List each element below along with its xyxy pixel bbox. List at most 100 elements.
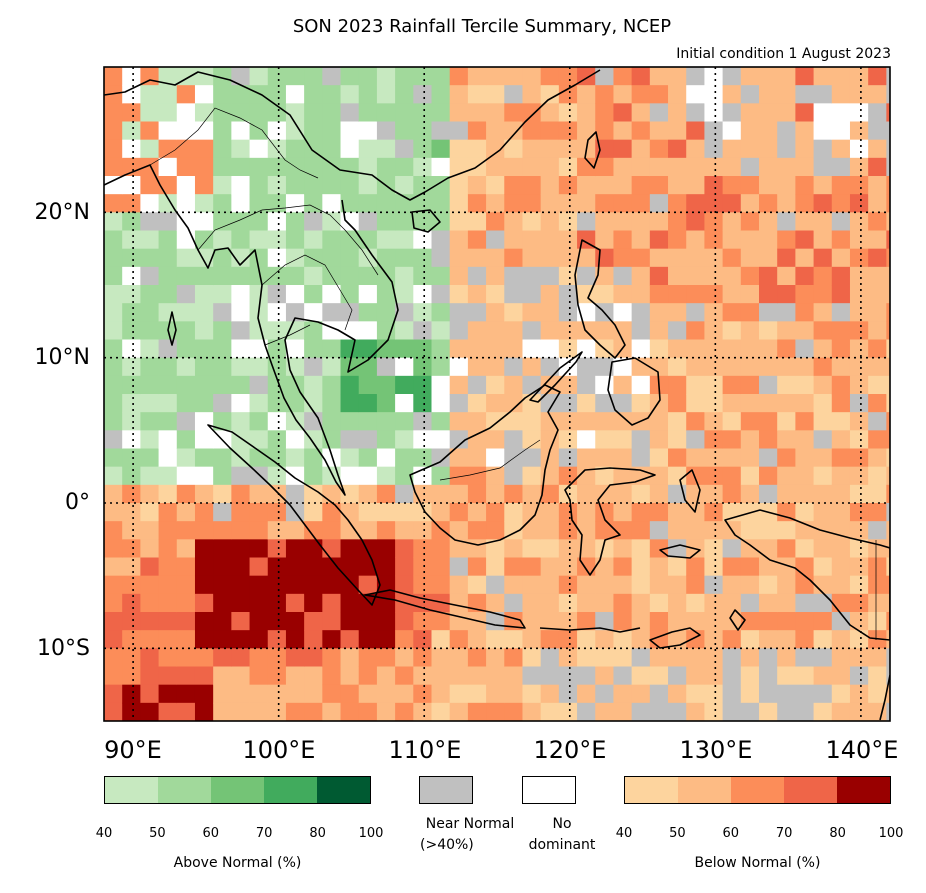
grid-cell <box>413 648 432 667</box>
grid-cell <box>759 285 778 304</box>
grid-cell <box>668 266 687 286</box>
grid-cell <box>504 339 523 359</box>
grid-cell <box>558 212 578 231</box>
grid-cell <box>486 466 505 486</box>
grid-cell <box>722 321 742 340</box>
grid-cell <box>540 176 560 195</box>
grid-cell <box>486 103 505 122</box>
grid-cell <box>849 503 869 522</box>
grid-cell <box>285 702 305 721</box>
grid-cell <box>140 648 160 667</box>
colorbar-segment <box>837 777 890 803</box>
grid-cell <box>158 539 178 558</box>
grid-cell <box>140 575 160 595</box>
grid-cell <box>176 521 196 540</box>
grid-cell <box>631 484 651 504</box>
grid-cell <box>759 557 778 577</box>
grid-cell <box>668 539 687 558</box>
grid-cell <box>577 648 596 667</box>
grid-cell <box>304 484 323 504</box>
grid-cell <box>686 157 705 177</box>
grid-cell <box>322 157 342 177</box>
grid-cell <box>486 121 505 141</box>
grid-cell <box>631 230 651 250</box>
grid-cell <box>777 521 796 540</box>
grid-cell <box>158 139 178 159</box>
colorbar-segment <box>678 777 731 803</box>
grid-cell <box>777 394 796 413</box>
grid-cell <box>649 157 669 177</box>
grid-cell <box>595 121 614 141</box>
grid-cell <box>213 339 232 359</box>
grid-cell <box>358 194 378 213</box>
grid-cell <box>285 557 305 577</box>
grid-cell <box>413 357 432 377</box>
grid-cell <box>431 303 451 322</box>
grid-cell <box>285 303 305 322</box>
grid-cell <box>213 484 232 504</box>
grid-cell <box>395 484 414 504</box>
grid-cell <box>886 321 890 340</box>
grid-cell <box>467 648 487 667</box>
grid-cell <box>158 303 178 322</box>
grid-cell <box>558 612 578 631</box>
grid-cell <box>376 593 396 613</box>
grid-cell <box>340 230 360 250</box>
grid-cell <box>140 194 160 213</box>
grid-cell <box>467 630 487 649</box>
grid-cell <box>886 357 890 377</box>
grid-cell <box>540 194 560 213</box>
grid-cell <box>194 303 214 322</box>
grid-cell <box>358 593 378 613</box>
grid-cell <box>267 176 287 195</box>
grid-cell <box>522 702 542 721</box>
grid-cell <box>213 212 232 231</box>
grid-cell <box>722 466 742 486</box>
grid-cell <box>849 684 869 704</box>
grid-cell <box>504 194 523 213</box>
grid-cell <box>886 230 890 250</box>
grid-cell <box>231 375 251 395</box>
grid-cell <box>777 666 796 686</box>
grid-cell <box>249 521 269 540</box>
grid-cell <box>213 503 232 522</box>
grid-cell <box>886 466 890 486</box>
grid-cell <box>740 375 760 395</box>
grid-cell <box>122 176 141 195</box>
grid-cell <box>267 194 287 213</box>
grid-cell <box>540 157 560 177</box>
grid-cell <box>595 448 614 468</box>
grid-cell <box>886 575 890 595</box>
grid-cell <box>886 121 890 141</box>
grid-cell <box>104 303 123 322</box>
grid-cell <box>795 103 815 122</box>
grid-cell <box>249 630 269 649</box>
grid-cell <box>813 394 833 413</box>
grid-cell <box>668 593 687 613</box>
colorbar-segment <box>317 777 370 803</box>
grid-cell <box>467 248 487 268</box>
grid-cell <box>413 85 432 104</box>
grid-cell <box>649 612 669 631</box>
grid-cell <box>249 394 269 413</box>
grid-cell <box>577 248 596 268</box>
grid-cell <box>431 539 451 558</box>
grid-cell <box>376 85 396 104</box>
grid-cell <box>722 630 742 649</box>
grid-cell <box>722 557 742 577</box>
grid-cell <box>285 666 305 686</box>
grid-cell <box>522 666 542 686</box>
grid-cell <box>486 684 505 704</box>
grid-cell <box>304 375 323 395</box>
grid-cell <box>631 503 651 522</box>
grid-cell <box>522 630 542 649</box>
grid-cell <box>413 176 432 195</box>
grid-cell <box>104 466 123 486</box>
grid-cell <box>522 557 542 577</box>
grid-cell <box>831 666 851 686</box>
grid-cell <box>613 248 633 268</box>
grid-cell <box>340 484 360 504</box>
grid-cell <box>631 212 651 231</box>
grid-cell <box>886 503 890 522</box>
grid-cell <box>395 648 414 667</box>
